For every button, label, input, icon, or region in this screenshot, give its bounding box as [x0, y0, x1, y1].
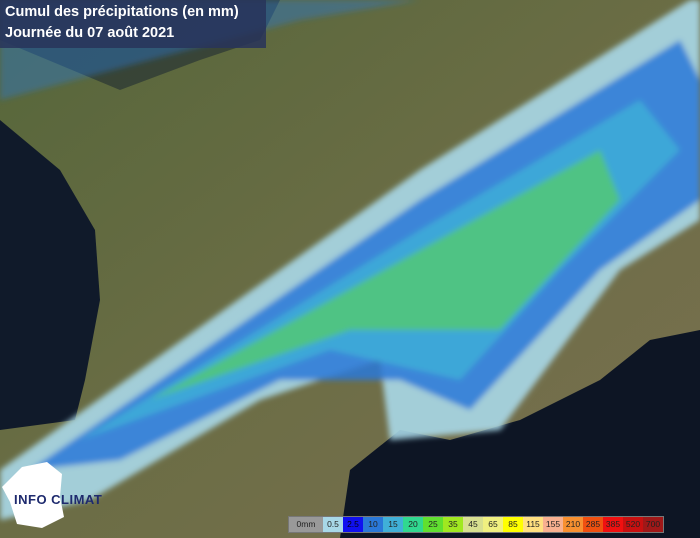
- france-logo-icon: [2, 462, 64, 528]
- legend-cells: 0.5 2.5 10 15 20 25 35 45 65 85 115 155 210 285 385 520…: [323, 517, 663, 532]
- mediterranean-sea: [340, 330, 700, 538]
- legend-class: 385: [603, 517, 623, 532]
- legend-class: 85: [503, 517, 523, 532]
- precipitation-legend: 0mm 0.5 2.5 10 15 20 25 35 45 65 85 115 155 210 285 38…: [288, 516, 664, 533]
- infoclimat-logo: INFO CLIMAT: [14, 492, 103, 507]
- legend-class: 115: [523, 517, 543, 532]
- legend-unit: 0mm: [289, 517, 323, 532]
- legend-class: 2.5: [343, 517, 363, 532]
- atlantic-ocean: [0, 120, 100, 430]
- legend-class: 45: [463, 517, 483, 532]
- title-line-1: Cumul des précipitations (en mm): [5, 4, 239, 20]
- legend-class: 15: [383, 517, 403, 532]
- legend-class: 65: [483, 517, 503, 532]
- legend-class: 210: [563, 517, 583, 532]
- legend-class: 0.5: [323, 517, 343, 532]
- legend-class: 25: [423, 517, 443, 532]
- rain-band: [0, 0, 700, 520]
- map-title: Cumul des précipitations (en mm) Journée…: [0, 0, 266, 48]
- legend-class: 520: [623, 517, 643, 532]
- legend-class: 35: [443, 517, 463, 532]
- legend-class: 285: [583, 517, 603, 532]
- title-line-2: Journée du 07 août 2021: [5, 25, 175, 41]
- legend-class: 700: [643, 517, 663, 532]
- legend-class: 10: [363, 517, 383, 532]
- legend-class: 155: [543, 517, 563, 532]
- legend-class: 20: [403, 517, 423, 532]
